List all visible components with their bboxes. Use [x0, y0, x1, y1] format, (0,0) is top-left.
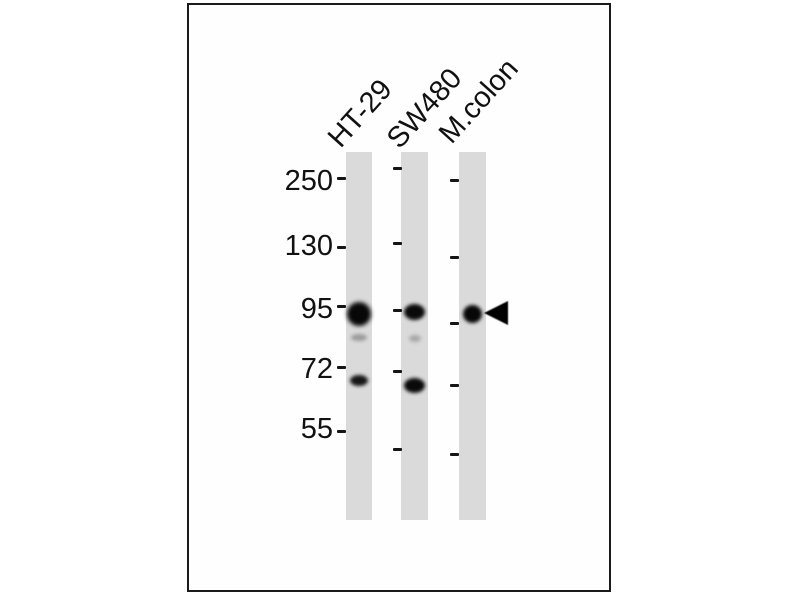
mw-tick-72-lane1: [337, 366, 346, 369]
mw-tick-95-lane1: [337, 305, 346, 308]
mw-tick-130-lane3: [450, 256, 459, 259]
band-faint-85kda-lane1: [351, 334, 367, 341]
band-faint-85kda-lane2: [409, 335, 421, 342]
mw-tick-95-lane2: [393, 309, 402, 312]
arrowhead-left-icon: [484, 301, 508, 325]
mw-tick-95-lane3: [450, 322, 459, 325]
band-95kda-lane1: [347, 302, 371, 326]
band-68kda-lane2: [404, 378, 425, 393]
mw-tick-250-lane2: [393, 167, 402, 170]
mw-tick-130-lane2: [393, 242, 402, 245]
mw-label-130: 130: [284, 230, 333, 262]
mw-label-95: 95: [300, 293, 333, 325]
mw-tick-55-lane3: [450, 453, 459, 456]
band-95kda-lane3: [463, 305, 482, 323]
mw-tick-55-lane1: [337, 430, 346, 433]
mw-label-250: 250: [284, 165, 333, 197]
mw-tick-55-lane2: [393, 448, 402, 451]
mw-label-72: 72: [300, 353, 333, 385]
mw-label-55: 55: [300, 413, 333, 445]
mw-tick-130-lane1: [337, 246, 346, 249]
mw-tick-250-lane1: [337, 177, 346, 180]
band-68kda-lane1: [350, 375, 368, 386]
lane-strip-mcolon: [459, 152, 486, 520]
mw-tick-72-lane3: [450, 384, 459, 387]
band-95kda-lane2: [404, 304, 425, 320]
mw-tick-250-lane3: [450, 179, 459, 182]
figure-frame: [187, 3, 611, 592]
mw-tick-72-lane2: [393, 370, 402, 373]
